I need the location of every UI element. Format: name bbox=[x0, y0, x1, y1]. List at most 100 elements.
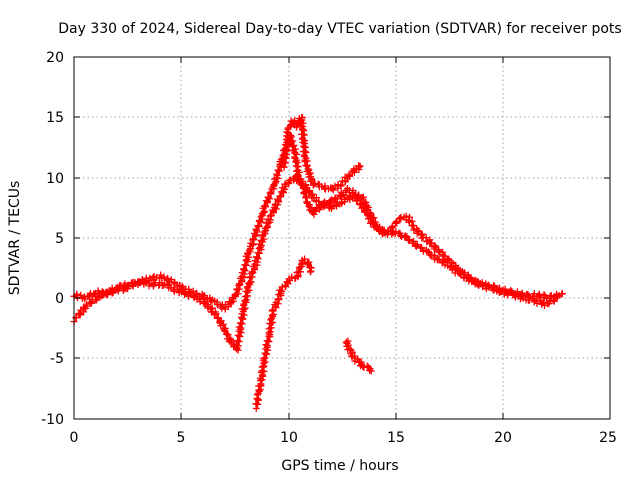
data-point bbox=[406, 236, 414, 244]
data-point bbox=[305, 187, 313, 195]
data-point bbox=[364, 363, 372, 371]
data-point bbox=[302, 194, 310, 202]
series-2 bbox=[70, 173, 562, 354]
y-axis-label: SDTVAR / TECUs bbox=[7, 181, 23, 296]
data-point bbox=[401, 232, 409, 240]
data-point bbox=[308, 176, 316, 184]
data-point bbox=[304, 259, 312, 267]
data-point bbox=[218, 304, 226, 312]
data-point bbox=[299, 138, 307, 146]
data-point bbox=[367, 215, 375, 223]
data-point bbox=[266, 189, 274, 197]
data-point bbox=[275, 167, 283, 175]
data-point bbox=[266, 212, 274, 220]
data-point bbox=[431, 242, 439, 250]
data-point bbox=[286, 277, 294, 285]
data-point bbox=[261, 358, 269, 366]
data-marks bbox=[70, 113, 566, 413]
data-point bbox=[245, 246, 253, 254]
data-point bbox=[87, 299, 95, 307]
data-point bbox=[277, 286, 285, 294]
y-tick-label-10: 10 bbox=[46, 171, 64, 187]
data-point bbox=[290, 141, 298, 149]
data-point bbox=[396, 215, 404, 223]
data-point bbox=[76, 309, 84, 317]
series-1 bbox=[280, 113, 364, 194]
data-point bbox=[257, 213, 265, 221]
data-point bbox=[355, 163, 363, 171]
data-point bbox=[345, 172, 353, 180]
data-point bbox=[293, 123, 301, 131]
data-point bbox=[272, 205, 280, 213]
x-tick-label-20: 20 bbox=[494, 430, 512, 446]
y-tick-label-neg10: -10 bbox=[41, 412, 64, 428]
x-axis-label: GPS time / hours bbox=[281, 458, 398, 474]
data-point bbox=[171, 278, 179, 286]
data-point bbox=[242, 287, 250, 295]
data-point bbox=[105, 288, 113, 296]
data-point bbox=[273, 172, 281, 180]
data-point bbox=[253, 254, 261, 262]
data-point bbox=[242, 296, 250, 304]
data-point bbox=[98, 292, 106, 300]
x-tick-label-15: 15 bbox=[387, 430, 405, 446]
data-point bbox=[302, 161, 310, 169]
data-point bbox=[539, 298, 547, 306]
data-point bbox=[356, 162, 364, 170]
y-tick-label-15: 15 bbox=[46, 110, 64, 126]
data-point bbox=[252, 400, 260, 408]
data-point bbox=[263, 337, 271, 345]
data-point bbox=[307, 177, 315, 185]
chart-title: Day 330 of 2024, Sidereal Day-to-day VTE… bbox=[58, 21, 621, 37]
data-point bbox=[518, 293, 526, 301]
x-tick-label-5: 5 bbox=[177, 430, 186, 446]
y-tick-label-20: 20 bbox=[46, 50, 64, 66]
data-point bbox=[271, 179, 279, 187]
data-point bbox=[357, 200, 365, 208]
data-point bbox=[281, 180, 289, 188]
data-point bbox=[446, 262, 454, 270]
data-point bbox=[413, 229, 421, 237]
data-point bbox=[245, 253, 253, 261]
data-point bbox=[422, 234, 430, 242]
data-point bbox=[413, 241, 421, 249]
data-point bbox=[249, 236, 257, 244]
data-point bbox=[288, 273, 296, 281]
data-point bbox=[254, 222, 262, 230]
data-point bbox=[280, 158, 288, 166]
data-point bbox=[312, 207, 320, 215]
data-point bbox=[258, 363, 266, 371]
data-point bbox=[260, 355, 268, 363]
data-point bbox=[281, 145, 289, 153]
data-point bbox=[358, 194, 366, 202]
data-point bbox=[240, 266, 248, 274]
data-point bbox=[263, 350, 271, 358]
data-point bbox=[234, 290, 242, 298]
data-point bbox=[177, 287, 185, 295]
data-point bbox=[435, 255, 443, 263]
data-point bbox=[164, 281, 172, 289]
data-point bbox=[124, 285, 132, 293]
data-point bbox=[195, 294, 203, 302]
data-point bbox=[392, 228, 400, 236]
data-point bbox=[374, 225, 382, 233]
data-point bbox=[160, 273, 168, 281]
data-point bbox=[307, 267, 315, 275]
data-point bbox=[213, 314, 221, 322]
y-tick-label-5: 5 bbox=[55, 231, 64, 247]
x-tick-labels: 0 5 10 15 20 25 bbox=[70, 430, 617, 446]
x-tick-label-10: 10 bbox=[280, 430, 298, 446]
data-point bbox=[297, 121, 305, 129]
data-point bbox=[274, 197, 282, 205]
grid-lines bbox=[74, 57, 610, 419]
data-point bbox=[351, 193, 359, 201]
series-3 bbox=[252, 255, 315, 413]
data-point bbox=[525, 296, 533, 304]
y-tick-labels: -10 -5 0 5 10 15 20 bbox=[41, 50, 64, 428]
data-point bbox=[297, 268, 305, 276]
data-point bbox=[425, 248, 433, 256]
data-point bbox=[241, 297, 249, 305]
y-tick-label-0: 0 bbox=[55, 291, 64, 307]
data-point bbox=[219, 320, 227, 328]
y-tick-label-neg5: -5 bbox=[50, 351, 64, 367]
